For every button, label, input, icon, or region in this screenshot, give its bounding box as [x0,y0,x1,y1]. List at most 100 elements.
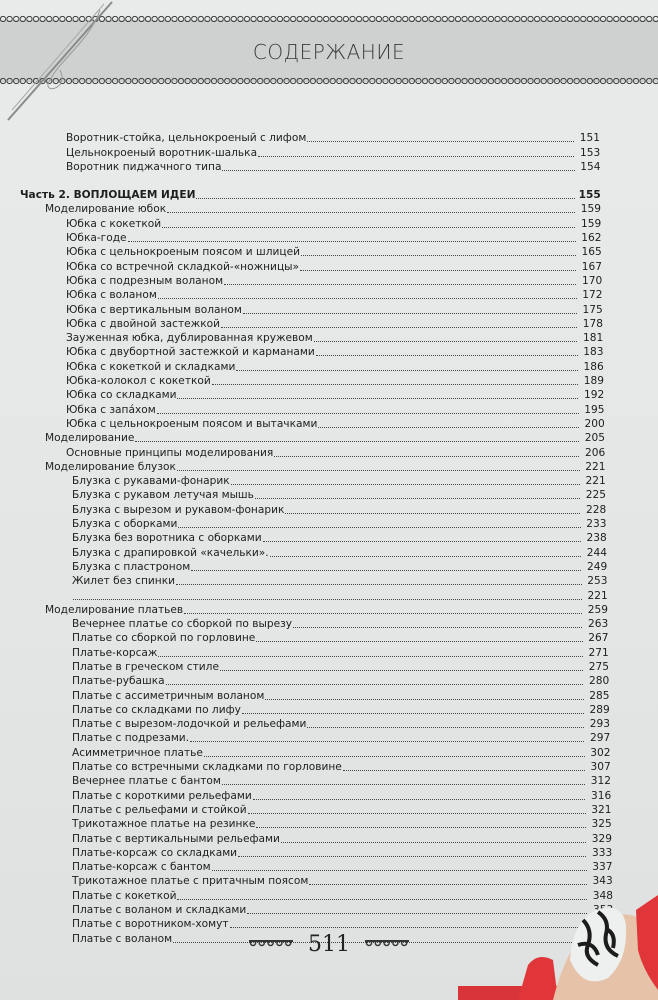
toc-entry: Моделирование блузок 221 [0,459,658,473]
toc-entry: Платье-корсаж с бантом 337 [0,859,658,873]
toc-entry-page: 192 [584,389,605,402]
toc-entry-page: 325 [591,818,612,831]
toc-entry-title: Блузка с вырезом и рукавом-фонарик [72,503,285,516]
toc-entry: Платье-рубашка 280 [0,673,658,687]
toc-entry-title: Платье с кокеткой [72,889,177,902]
toc-entry-page: 221 [587,589,608,602]
toc-entry: Жилет без спинки 253 [0,573,658,587]
toc-entry: Воротник пиджачного типа 154 [0,159,658,173]
scalloped-border-top [0,14,658,22]
toc-entry-title: Юбка с воланом [66,289,157,302]
toc-entry-title: Платье с подрезами. [72,732,190,745]
dot-leader [285,512,581,514]
toc-entry-title: Цельнокроеный воротник-шалька [66,146,258,159]
toc-entry: Юбка с кокеткой 159 [0,215,658,230]
header-band [0,20,658,82]
toc-entry-title: Платье с воротником-хомут [72,918,229,931]
dot-leader [219,669,583,671]
toc-entry-page: 167 [581,260,602,273]
dot-leader [203,755,585,757]
toc-entry-title: Платье с короткими рельефами [72,789,252,802]
dot-leader [224,283,577,285]
toc-entry: Платье с кокеткой 348 [0,887,658,902]
toc-entry-page: 271 [588,646,609,659]
toc-entry-page: 297 [590,732,611,745]
toc-entry-page: 195 [584,403,605,416]
page-footer: 511 [0,932,658,957]
toc-entry: 221 [0,587,658,602]
toc-entry-page: 162 [581,232,602,245]
toc-entry-title: Трикотажное платье с притачным поясом [72,875,309,888]
toc-entry-title: Моделирование платьев [45,603,184,616]
toc-entry-title: Часть 2. ВОПЛОЩАЕМ ИДЕИ [20,189,196,202]
toc-entry-title: Блузка с рукавом летучая мышь [72,489,254,502]
toc-entry: Моделирование юбок 159 [0,201,658,215]
toc-entry-page: 200 [584,417,605,430]
toc-entry: Платье с короткими рельефами 316 [0,787,658,802]
dot-leader [158,655,583,657]
toc-entry: Юбка с двойной застежкой 178 [0,316,658,330]
toc-entry-title: Асимметричное платье [72,746,203,759]
toc-entry: Платье с ассиметричным воланом 285 [0,687,658,702]
toc-entry-page: 159 [580,203,601,216]
dot-leader [293,627,583,629]
toc-entry-page: 312 [590,775,611,788]
toc-entry-title: Моделирование блузок [45,460,176,473]
dot-leader [211,384,578,386]
dot-leader [238,855,587,857]
toc-entry-page: 263 [588,618,609,631]
toc-entry-title: Основные принципы моделирования [66,446,274,459]
toc-entry-title: Вечернее платье со сборкой по вырезу [72,618,293,631]
toc-entry-page: 228 [586,503,607,516]
dot-leader [280,841,586,843]
toc-entry-title: Юбка с кокеткой и складками [66,360,236,373]
toc-entry: Юбка-колокол с кокеткой 189 [0,373,658,387]
toc-entry-page: 321 [591,803,612,816]
dot-leader [313,341,578,343]
dot-leader [342,770,585,772]
toc-entry: Трикотажное платье с притачным поясом 343 [0,873,658,887]
toc-entry-page: 153 [580,146,601,159]
toc-entry-title: Юбка с кокеткой [66,217,162,230]
dot-leader [162,226,576,228]
toc-entry: Асимметричное платье 302 [0,744,658,759]
toc-entry: Блузка с драпировкой «качельки». 244 [0,544,658,559]
toc-entry-page: 186 [583,360,604,373]
scalloped-border-bottom [0,78,658,86]
toc-entry: Юбка с двубортной застежкой и карманами 1… [0,344,658,358]
toc-entry-page: 275 [588,660,609,673]
dot-leader [242,312,577,314]
dot-leader [222,169,575,171]
toc-entry-page: 225 [585,489,606,502]
toc-entry-page: 154 [580,160,601,173]
toc-entry-title: Вечернее платье с бантом [72,775,221,788]
dot-leader [258,155,575,157]
toc-entry-title: Платье-корсаж [72,646,158,659]
dot-leader [127,241,576,243]
toc-entry: Платье с вертикальными рельефами 329 [0,830,658,845]
dot-leader [318,426,579,428]
toc-entry: Платье-корсаж 271 [0,644,658,659]
dot-leader [256,827,586,829]
dot-leader [301,255,576,257]
toc-entry-title: Блузка без воротника с оборками [72,532,262,545]
toc-entry-title: Юбка с цельнокроеным поясом и вытачками [66,417,318,430]
toc-entry-page: 307 [590,761,611,774]
toc-entry-title: Юбка с двойной застежкой [66,317,220,330]
dot-leader [156,412,579,414]
dot-leader [307,727,584,729]
toc-entry-title: Юбка-годе [66,232,127,245]
dot-leader [262,541,581,543]
toc-entry-title: Платье со складками по лифу [72,703,241,716]
toc-entry-page: 233 [586,518,607,531]
toc-entry-page: 221 [585,460,606,473]
toc-entry-title: Моделирование юбок [45,203,167,216]
toc-entry-title: Зауженная юбка, дублированная кружевом [66,332,313,345]
toc-entry: Вечернее платье со сборкой по вырезу 263 [0,616,658,630]
dot-leader [315,355,578,357]
toc-entry-page: 348 [592,889,613,902]
toc-entry-title: Платье-корсаж со складками [72,846,238,859]
toc-entry-page: 159 [581,217,602,230]
toc-entry-page: 333 [592,846,613,859]
toc-entry: Платье в греческом стиле 275 [0,659,658,673]
